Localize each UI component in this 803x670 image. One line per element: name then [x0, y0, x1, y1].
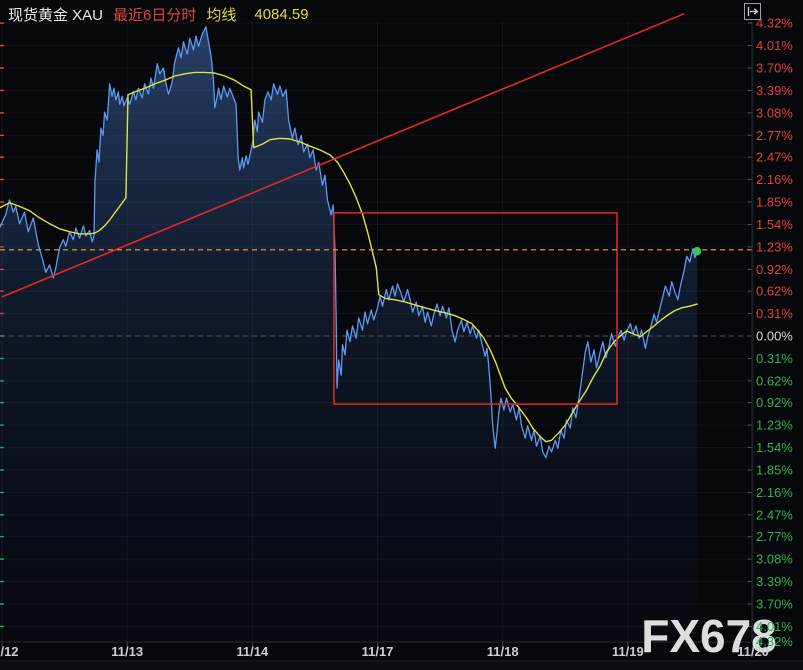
x-axis-label: /12	[0, 644, 18, 659]
instrument-name: 现货黄金 XAU	[8, 6, 104, 24]
right-axis-label: 0.62%	[756, 284, 793, 299]
ma-line	[0, 71, 698, 443]
right-axis-label: 1.54%	[756, 440, 793, 455]
x-axis-label: 11/17	[362, 644, 394, 659]
right-axis-label: 3.39%	[756, 574, 793, 589]
x-axis-label: 11/13	[111, 644, 143, 659]
price-line	[0, 26, 698, 459]
right-axis-label: 2.77%	[756, 529, 793, 544]
ma-value: 4084.59	[254, 5, 309, 23]
right-axis-label: 2.77%	[756, 128, 793, 143]
right-axis-label: 0.62%	[756, 373, 793, 388]
right-axis-label: 0.31%	[756, 351, 793, 366]
right-axis-label: 3.39%	[756, 83, 793, 98]
right-axis-label: 1.23%	[756, 418, 793, 433]
right-axis-label: 3.08%	[756, 105, 793, 120]
right-axis-label: 1.85%	[756, 462, 793, 477]
right-axis-label: 2.16%	[756, 485, 793, 500]
right-axis-label: 4.32%	[756, 634, 793, 649]
x-axis-label: 11/20	[737, 644, 769, 659]
x-axis-label: 11/14	[236, 644, 269, 659]
collapse-panel-glyph	[747, 7, 759, 16]
right-axis-label: 4.32%	[756, 16, 793, 31]
right-axis-label: 0.92%	[756, 395, 793, 410]
right-axis-label: 3.08%	[756, 552, 793, 567]
right-axis-label: 3.70%	[756, 61, 793, 76]
collapse-panel-icon[interactable]	[744, 3, 761, 20]
right-axis-label: 1.54%	[756, 217, 793, 232]
right-axis-label: 1.23%	[756, 239, 793, 254]
annotation-rect	[333, 212, 618, 405]
ma-legend-label: 均线	[206, 6, 237, 24]
period-label: 最近6日分时	[113, 6, 197, 24]
right-axis-label: 0.92%	[756, 262, 793, 277]
bottom-strip	[0, 661, 803, 670]
watermark-text: FX678	[641, 610, 777, 662]
right-axis-label: 2.16%	[756, 172, 793, 187]
right-axis-label: 1.85%	[756, 195, 793, 210]
x-axis-label: 11/19	[612, 644, 644, 659]
right-axis-label: 4.01%	[756, 619, 793, 634]
x-axis-label: 11/18	[487, 644, 519, 659]
right-axis-label: 0.31%	[756, 306, 793, 321]
trend-line	[1, 12, 685, 298]
current-price-dot	[692, 247, 702, 256]
right-axis-label: 3.70%	[756, 596, 793, 611]
right-axis-label: 2.47%	[756, 150, 793, 165]
right-axis-label: 2.47%	[756, 507, 793, 522]
price-area-fill	[0, 26, 698, 641]
right-axis-label: 4.01%	[756, 38, 793, 53]
chart-titlebar: 现货黄金 XAU 最近6日分时 均线 4084.59	[8, 4, 309, 24]
right-axis-label: 0.00%	[756, 329, 793, 344]
